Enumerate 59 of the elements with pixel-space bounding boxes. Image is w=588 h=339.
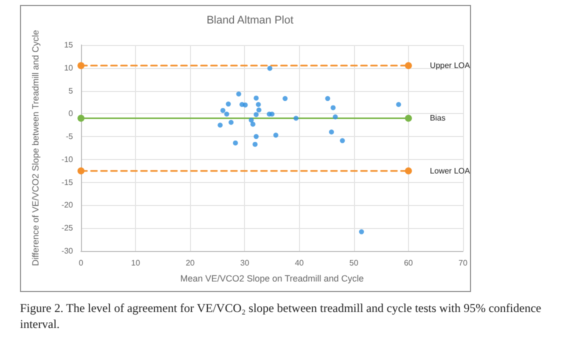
point: [248, 118, 254, 123]
point: [236, 91, 242, 96]
point: [332, 114, 338, 120]
point: [220, 108, 226, 113]
point: [340, 138, 345, 144]
point: [254, 134, 259, 140]
x-tick-label: 40: [294, 258, 304, 268]
point: [359, 229, 364, 234]
point: [328, 129, 334, 134]
point: [404, 62, 412, 70]
y-tick-label: -20: [61, 200, 74, 210]
point: [256, 108, 262, 113]
point: [273, 132, 278, 138]
y-tick-label: 5: [68, 86, 74, 96]
point: [228, 120, 234, 125]
y-tick-label: -15: [61, 178, 74, 187]
point: [78, 167, 84, 174]
point: [254, 96, 259, 101]
x-tick-label: 20: [186, 258, 196, 268]
point: [256, 102, 261, 108]
point: [252, 142, 258, 147]
x-axis-title: Mean VE/VCO2 Slope on Treadmill and Cycle: [180, 274, 364, 284]
point: [404, 114, 412, 122]
chart-title: Bland Altman Plot: [206, 14, 294, 26]
point: [254, 112, 259, 118]
y-tick-label: 0: [68, 109, 74, 118]
point: [404, 167, 412, 174]
point: [267, 66, 272, 71]
text: Bias: [430, 114, 446, 123]
y-axis-title: Difference of VE/VCO2 Slope between Treadmill and Cycle: [30, 30, 40, 266]
point: [396, 102, 402, 108]
point: [330, 105, 336, 110]
caption: Figure 2. The level of agreement for VE/VCO₂ slope between treadmill and cycle tests with 95% confidence interval.: [20, 300, 542, 332]
x-tick-label: 10: [131, 258, 141, 268]
x-tick-label: 30: [240, 258, 250, 268]
point: [78, 62, 84, 70]
y-tick-label: 10: [64, 63, 74, 72]
text: Upper LOA: [430, 61, 471, 70]
y-tick-label: -10: [61, 154, 74, 164]
y-tick-label: -5: [66, 132, 74, 142]
point: [232, 140, 238, 146]
point: [242, 102, 248, 108]
point: [325, 96, 330, 102]
y-tick-label: -25: [61, 224, 74, 233]
text: Lower LOA: [430, 166, 471, 176]
point: [294, 116, 299, 121]
y-tick-label: 15: [64, 40, 74, 50]
point: [282, 96, 288, 102]
point: [224, 112, 230, 117]
x-tick-label: 50: [349, 258, 359, 268]
point: [218, 122, 223, 128]
x-tick-label: 60: [404, 258, 414, 268]
point: [250, 122, 256, 127]
x-tick-label: 70: [458, 258, 468, 268]
point: [270, 112, 274, 117]
point: [226, 102, 231, 107]
point: [78, 114, 84, 122]
x-tick-label: 0: [78, 258, 84, 268]
y-tick-label: -30: [61, 246, 74, 256]
